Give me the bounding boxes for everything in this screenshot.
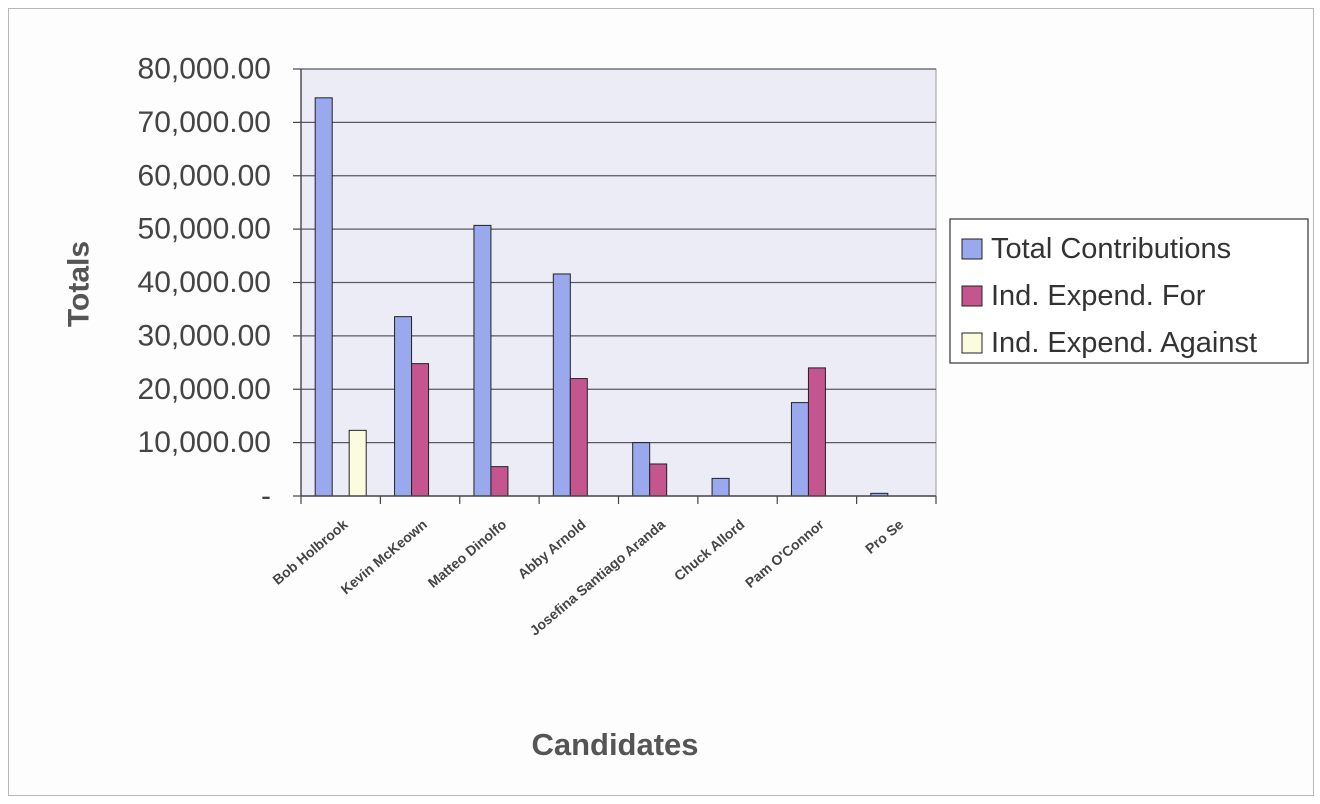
bar — [473, 224, 492, 497]
bar — [394, 316, 413, 497]
x-tick-label: Pro Se — [862, 516, 906, 557]
legend-swatch — [961, 238, 983, 260]
legend-label: Total Contributions — [991, 233, 1231, 265]
x-tick-label: Matteo Dinolfo — [425, 516, 510, 591]
bar — [649, 463, 668, 497]
y-tick-label: 50,000.00 — [138, 213, 271, 246]
bars — [314, 97, 889, 497]
x-tick-label: Chuck Allord — [671, 516, 748, 584]
legend-swatch — [961, 332, 983, 354]
bar — [314, 97, 333, 497]
bar — [490, 466, 509, 497]
y-tick-label: 60,000.00 — [138, 159, 271, 192]
bar — [790, 402, 809, 497]
y-tick-label: 70,000.00 — [138, 106, 271, 139]
bar — [411, 363, 430, 497]
x-axis-title: Candidates — [531, 727, 698, 762]
y-tick-label: 80,000.00 — [138, 53, 271, 86]
axes — [293, 68, 937, 504]
legend-swatch — [961, 285, 983, 307]
x-tick-label: Pam O'Connor — [742, 516, 827, 591]
y-tick-label: - — [261, 480, 271, 513]
x-tick-label: Abby Arnold — [515, 516, 589, 582]
bar — [711, 477, 730, 497]
bar — [552, 273, 571, 497]
y-tick-label: 30,000.00 — [138, 319, 271, 352]
y-tick-label: 20,000.00 — [138, 373, 271, 406]
y-tick-labels: - 10,000.00 20,000.00 30,000.00 40,000.00 50,… — [138, 53, 271, 513]
x-tick-label: Bob Holbrook — [269, 516, 350, 588]
x-tick-label: Kevin McKeown — [337, 516, 430, 597]
y-tick-label: 10,000.00 — [138, 426, 271, 459]
y-axis-title: Totals — [63, 241, 96, 327]
bar — [348, 429, 367, 497]
chart-frame: - 10,000.00 20,000.00 30,000.00 40,000.00 50,… — [8, 8, 1314, 796]
bar — [569, 378, 588, 497]
bar-chart: - 10,000.00 20,000.00 30,000.00 40,000.00 50,… — [63, 53, 1309, 762]
legend-label: Ind. Expend. For — [991, 280, 1206, 312]
legend-label: Ind. Expend. Against — [991, 327, 1257, 359]
bar — [632, 442, 651, 497]
legend: Total Contributions Ind. Expend. For Ind. … — [949, 218, 1309, 364]
x-tick-label: Josefina Santiago Aranda — [527, 516, 669, 639]
legend-box — [949, 218, 1309, 364]
y-tick-label: 40,000.00 — [138, 266, 271, 299]
bar — [807, 367, 826, 497]
